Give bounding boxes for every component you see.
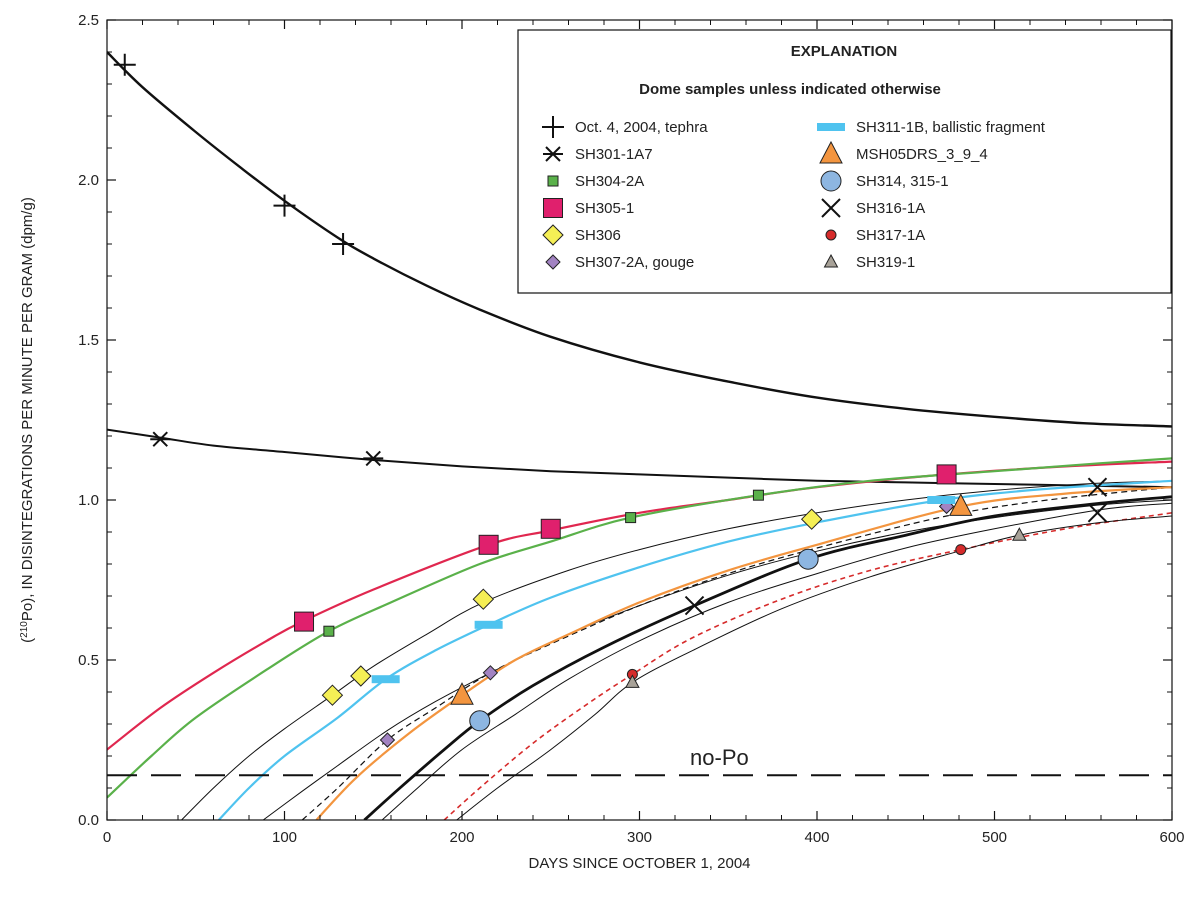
point-sh306 [322,685,342,705]
point-msh05drs-3-9-4 [451,683,473,704]
legend-marker-sh314-315-1 [821,171,841,191]
x-tick-label: 100 [272,829,297,846]
legend-marker-sh305-1 [544,199,563,218]
point-sh316-1a [1088,504,1106,522]
point-sh304-2a [626,513,636,523]
point-sh304-2a [753,490,763,500]
legend-label-sh311-1b-ballistic-fragment: SH311-1B, ballistic fragment [856,119,1046,136]
y-tick-label: 2.0 [78,172,99,189]
legend-label-msh05drs-3-9-4: MSH05DRS_3_9_4 [856,146,988,163]
point-sh307-2a-gouge [380,733,394,747]
y-tick-label: 0.5 [78,652,99,669]
y-tick-label: 1.0 [78,492,99,509]
legend-marker-sh317-1a [826,230,836,240]
legend-label-sh314-315-1: SH314, 315-1 [856,173,949,190]
curve-thin-2 [263,500,1172,820]
y-axis-label: (210Po), IN DISINTEGRATIONS PER MINUTE P… [19,197,37,643]
point-sh316-1a [686,597,704,615]
y-axis-label-rest: Po), IN DISINTEGRATIONS PER MINUTE PER G… [19,197,36,621]
x-tick-label: 600 [1159,829,1184,846]
legend-label-oct-4-2004-tephra: Oct. 4, 2004, tephra [575,119,708,136]
point-sh314-315-1 [798,549,818,569]
no-po-label: no-Po [690,745,749,770]
legend: EXPLANATION Dome samples unless indicate… [518,30,1171,293]
legend-label-sh304-2a: SH304-2A [575,173,644,190]
legend-label-sh319-1: SH319-1 [856,254,915,271]
x-axis-label: DAYS SINCE OCTOBER 1, 2004 [528,855,750,872]
point-sh314-315-1 [470,711,490,731]
point-oct-4-2004-tephra [274,195,296,217]
point-sh304-2a [324,626,334,636]
curve-sh301-fit [107,430,1172,488]
legend-label-sh317-1a: SH317-1A [856,227,925,244]
x-tick-label: 400 [804,829,829,846]
curve-sh304-fit [107,458,1172,797]
y-tick-label: 0.0 [78,812,99,829]
point-sh311-1b-ballistic-fragment [927,496,955,504]
point-oct-4-2004-tephra [114,54,136,76]
point-sh305-1 [295,612,314,631]
legend-label-sh307-2a-gouge: SH307-2A, gouge [575,254,694,271]
curve-thin-3 [382,503,1172,820]
legend-marker-sh304-2a [548,176,558,186]
point-sh301-1a7 [363,451,383,465]
point-sh311-1b-ballistic-fragment [475,621,503,629]
legend-label-sh316-1a: SH316-1A [856,200,925,217]
legend-label-sh301-1a7: SH301-1A7 [575,146,653,163]
y-tick-label: 1.5 [78,332,99,349]
point-sh306 [351,666,371,686]
point-sh317-1a [956,545,966,555]
x-tick-label: 200 [449,829,474,846]
legend-marker-sh311-1b-ballistic-fragment [817,123,845,131]
point-sh305-1 [541,519,560,538]
x-tick-label: 300 [627,829,652,846]
point-sh311-1b-ballistic-fragment [372,675,400,683]
legend-title: EXPLANATION [791,43,897,60]
point-sh316-1a [1088,478,1106,496]
legend-label-sh305-1: SH305-1 [575,200,634,217]
legend-subtitle: Dome samples unless indicated otherwise [639,81,941,98]
y-axis-label-superscript: 210 [19,621,30,638]
point-sh301-1a7 [150,432,170,446]
y-tick-label: 2.5 [78,12,99,29]
point-sh305-1 [479,535,498,554]
curve-thin-1 [182,481,1172,820]
x-tick-label: 500 [982,829,1007,846]
x-tick-label: 0 [103,829,111,846]
legend-label-sh306: SH306 [575,227,621,244]
point-sh305-1 [937,465,956,484]
